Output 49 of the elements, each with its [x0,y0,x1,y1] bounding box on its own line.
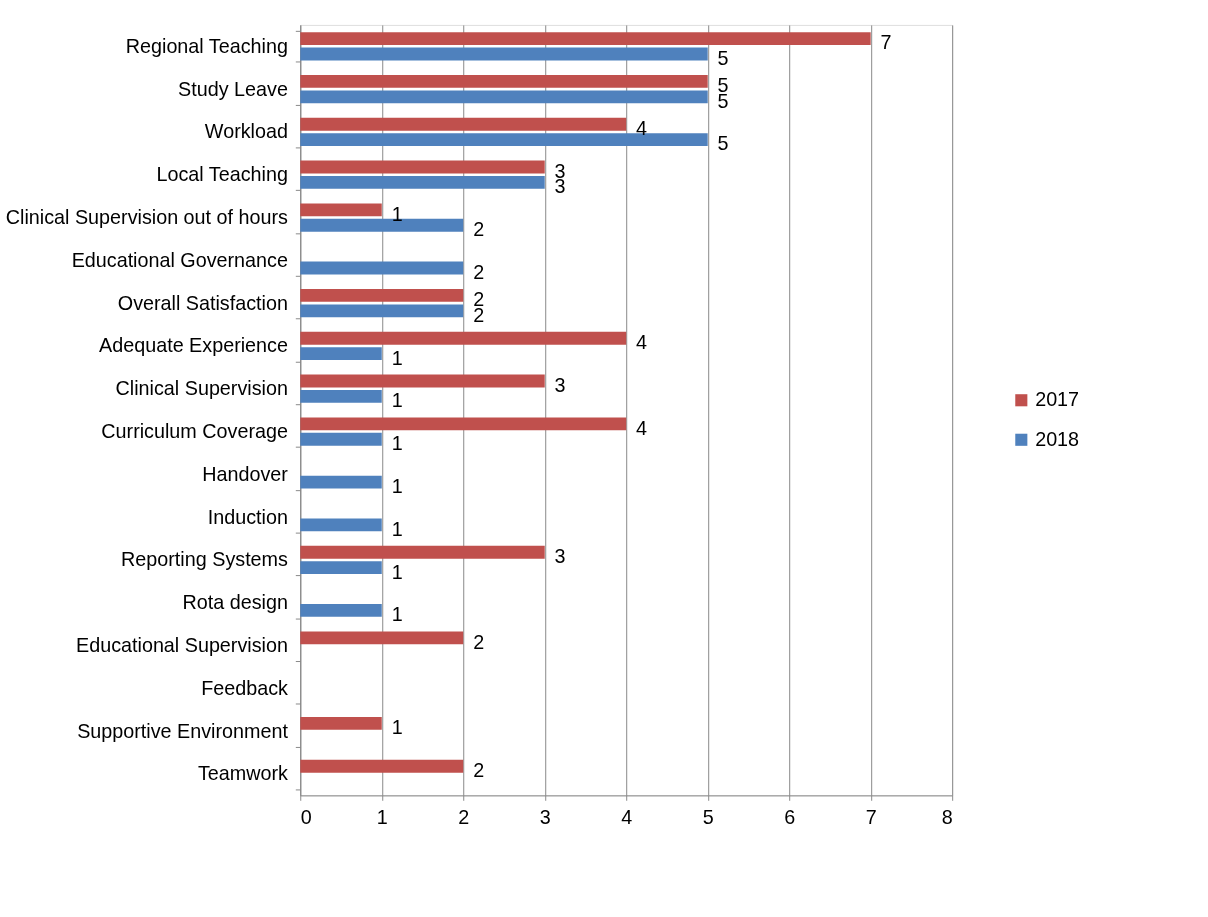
x-tick-label: 3 [539,806,551,829]
data-label: 4 [636,416,648,439]
y-tick-label: Overall Satisfaction [117,291,288,314]
x-tick-label: 0 [300,806,312,829]
y-tick-label: Clinical Supervision out of hours [5,205,289,228]
y-tick-label: Supportive Environment [77,719,289,742]
x-tick-label: 2 [458,806,470,829]
legend-label: 2017 [1035,388,1080,411]
data-label: 1 [391,560,403,583]
data-label: 2 [473,260,485,283]
data-label: 4 [636,117,648,140]
y-tick-label: Rota design [182,591,288,614]
data-label: 3 [554,373,566,396]
data-label: 1 [391,517,403,540]
data-label: 7 [880,31,892,54]
data-label: 2 [473,630,485,653]
x-tick-label: 6 [784,806,796,829]
legend-label: 2018 [1035,427,1080,450]
data-label: 1 [391,346,403,369]
y-tick-label: Teamwork [197,762,289,785]
data-label: 3 [554,545,566,568]
y-tick-label: Workload [204,120,288,143]
data-label: 1 [391,389,403,412]
y-tick-label: Curriculum Coverage [101,419,288,442]
y-tick-label: Educational Supervision [76,633,288,656]
x-tick-label: 4 [621,806,633,829]
y-tick-label: Feedback [201,676,289,699]
data-label: 1 [391,432,403,455]
y-tick-label: Clinical Supervision [115,377,288,400]
x-tick-label: 7 [865,806,877,829]
data-label: 2 [473,218,485,241]
data-label: 4 [636,331,648,354]
data-label: 5 [717,46,729,69]
y-tick-label: Handover [202,462,289,485]
y-tick-label: Regional Teaching [125,34,288,57]
y-tick-label: Local Teaching [156,163,288,186]
y-tick-label: Reporting Systems [121,548,289,571]
y-tick-label: Educational Governance [71,248,288,271]
y-tick-label: Study Leave [178,77,288,100]
x-tick-label: 1 [376,806,388,829]
x-tick-label: 8 [941,806,953,829]
y-tick-label: Adequate Experience [99,334,288,357]
y-tick-label: Induction [207,505,288,528]
data-label: 2 [473,759,485,782]
data-label: 1 [391,603,403,626]
data-label: 5 [717,132,729,155]
data-label: 1 [391,474,403,497]
data-label: 1 [391,716,403,739]
x-tick-label: 5 [702,806,714,829]
